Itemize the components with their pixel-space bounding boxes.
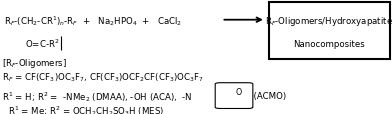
Text: R$^1$ = H; R$^2$ =  -NMe$_2$ (DMAA), -OH (ACA),  -N: R$^1$ = H; R$^2$ = -NMe$_2$ (DMAA), -OH … [2,89,192,103]
Text: [R$_F$-Oligomers]: [R$_F$-Oligomers] [2,56,67,69]
Text: R$_F$ = CF(CF$_3$)OC$_3$F$_7$, CF(CF$_3$)OCF$_2$CF(CF$_3$)OC$_3$F$_7$: R$_F$ = CF(CF$_3$)OC$_3$F$_7$, CF(CF$_3$… [2,71,204,84]
Text: O (ACMO): O (ACMO) [244,91,286,100]
Text: R$^1$ = Me; R$^2$ = OCH$_2$CH$_2$SO$_3$H (MES): R$^1$ = Me; R$^2$ = OCH$_2$CH$_2$SO$_3$H… [8,104,164,114]
Bar [269,3,390,59]
Text: R$_F$-Oligomers/Hydroxyapatite: R$_F$-Oligomers/Hydroxyapatite [265,15,392,28]
Text: R$_F$-(CH$_2$-CR$^1$)$_n$-R$_F$  +   Na$_2$HPO$_4$  +   CaCl$_2$: R$_F$-(CH$_2$-CR$^1$)$_n$-R$_F$ + Na$_2$… [4,14,182,27]
Text: O: O [236,87,242,96]
Text: Nanocomposites: Nanocomposites [293,39,365,48]
FancyBboxPatch shape [215,83,253,109]
Text: O=C-R$^2$: O=C-R$^2$ [25,37,59,49]
